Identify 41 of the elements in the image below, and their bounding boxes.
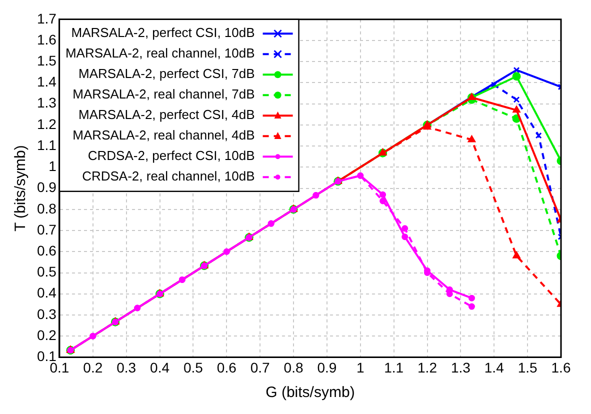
- x-tick-label: 0.8: [284, 359, 304, 376]
- legend-label: MARSALA-2, perfect CSI, 7dB: [78, 66, 255, 82]
- legend-label: MARSALA-2, perfect CSI, 4dB: [78, 107, 255, 122]
- y-tick-label: 0.4: [36, 284, 57, 301]
- legend-label: CRDSA-2, perfect CSI, 10dB: [88, 148, 255, 164]
- y-tick-label: 1.1: [36, 136, 57, 153]
- x-axis-title: G (bits/symb): [266, 384, 355, 402]
- y-tick-label: 0.6: [36, 242, 57, 258]
- x-tick-label: 0.4: [150, 359, 170, 376]
- x-tick-label: 1.5: [518, 359, 538, 376]
- y-tick-label: 1.4: [36, 74, 57, 90]
- legend-label: MARSALA-2, real channel, 10dB: [65, 46, 255, 61]
- y-tick-label: 0.8: [36, 200, 57, 216]
- legend-label: MARSALA-2, real channel, 7dB: [72, 86, 255, 102]
- x-tick-label: 1.3: [450, 359, 471, 376]
- x-tick-label: 0.9: [317, 359, 337, 376]
- y-tick-label: 0.9: [36, 179, 57, 196]
- x-tick-label: 1: [356, 359, 364, 376]
- y-tick-label: 0.7: [36, 221, 57, 238]
- legend-label: MARSALA-2, real channel, 4dB: [72, 128, 255, 143]
- y-tick-label: 1: [48, 158, 57, 174]
- y-tick-label: 1.2: [36, 116, 57, 132]
- x-tick-label: 0.5: [183, 359, 204, 376]
- legend-label: CRDSA-2, real channel, 10dB: [82, 168, 255, 184]
- y-tick-label: 0.5: [36, 264, 57, 280]
- y-axis-title: T (bits/symb): [12, 145, 30, 232]
- y-tick-label: 1.7: [36, 10, 57, 26]
- x-tick-label: 1.2: [418, 359, 438, 376]
- x-tick-label: 1.4: [484, 359, 504, 376]
- y-tick-label: 0.3: [36, 306, 57, 322]
- x-tick-label: 1.1: [384, 359, 404, 376]
- x-tick-label: 1.6: [551, 359, 571, 376]
- y-tick-label: 1.6: [36, 31, 57, 48]
- x-tick-label: 0.6: [216, 359, 237, 376]
- legend-label: MARSALA-2, perfect CSI, 10dB: [71, 25, 255, 40]
- x-tick-label: 0.2: [83, 359, 103, 376]
- y-tick-label: 1.3: [36, 94, 57, 111]
- x-tick-label: 0.7: [250, 359, 270, 376]
- y-tick-label: 1.5: [36, 52, 57, 68]
- x-tick-label: 0.3: [116, 359, 136, 376]
- y-tick-label: 0.2: [36, 326, 57, 343]
